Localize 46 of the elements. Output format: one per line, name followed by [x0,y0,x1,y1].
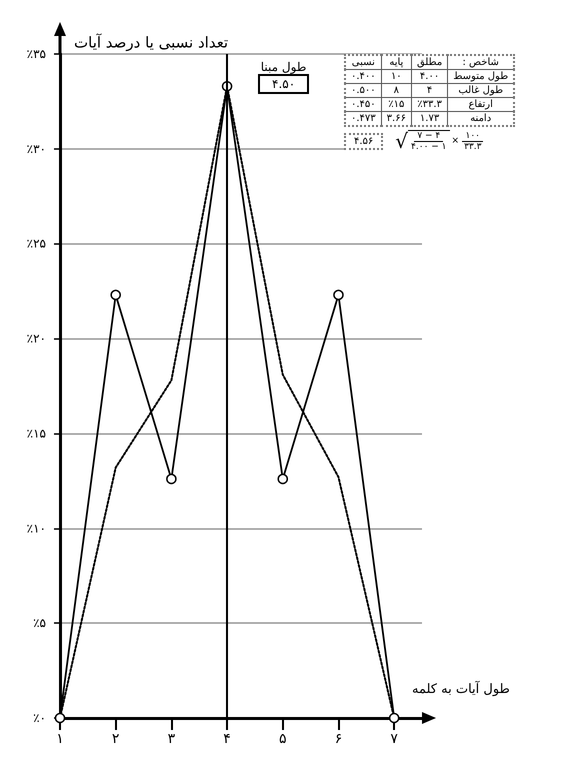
annotation: ۱۰ [381,70,412,84]
annotation: √ [395,129,408,153]
text: × [450,136,460,146]
text: ۴ [411,84,448,98]
y-tick-label: ٪۲۰ [26,332,46,346]
annotation: ۴.۵۶ [344,132,384,150]
text: طول متوسط [448,70,514,84]
annotation: ۰.۴۷۳ [345,112,382,126]
x-tick-label: ۲ [112,731,120,747]
annotation: ۴.۰۰ − ۱ [410,142,448,152]
annotation: ۳.۶۶ [381,112,412,126]
x-tick-label: ۷ [390,731,398,747]
annotation: ۷ − ۴ [414,131,444,142]
x-tick-label: ۳ [168,731,176,747]
y-tick-label: ٪۱۰ [26,521,46,536]
text: ۱۰۰ [462,130,483,142]
annotation: ۴.۰۰ [411,70,448,84]
annotation: مطلق [411,55,448,70]
x-axis-title: طول آیات به کلمه [412,680,510,697]
y-tick-label: ٪۲۵ [26,236,46,251]
x-tick-label: ۶ [334,731,342,747]
y-tick-label: ٪۳۰ [26,142,46,156]
annotation: ٪۱۵ [381,98,412,112]
text: شاخص : [448,55,514,70]
annotation: ۰.۴۵۰ [345,98,382,112]
x-tick-label: ۴ [223,731,231,747]
annotation: ۸ [381,84,412,98]
x-tick-label: ۱ [56,731,64,747]
text: طول غالب [448,84,514,98]
annotation: ۱.۷۳ [411,112,448,126]
annotation: ۴.۵۰ [258,74,310,94]
y-tick-label: ٪۵ [33,616,46,630]
text: ۳۳.۳ [463,142,482,152]
annotation: ۰.۴۰۰ [345,70,382,84]
y-tick-label: ٪۰ [33,711,46,725]
annotation: طول مبنا [260,60,308,74]
text: ارتفاع [448,98,514,112]
annotation: پایه [381,55,412,70]
x-tick-label: ۵ [279,731,287,747]
text: دامنه [448,112,514,126]
y-axis-title: تعداد نسبی یا درصد آیات [74,32,228,52]
y-tick-label: ٪۳۵ [26,47,46,61]
y-tick-label: ٪۱۵ [26,426,46,440]
annotation: نسبی [345,55,382,70]
annotation: ٪۳۳.۳ [411,98,448,112]
annotation: ۰.۵۰۰ [345,84,382,98]
